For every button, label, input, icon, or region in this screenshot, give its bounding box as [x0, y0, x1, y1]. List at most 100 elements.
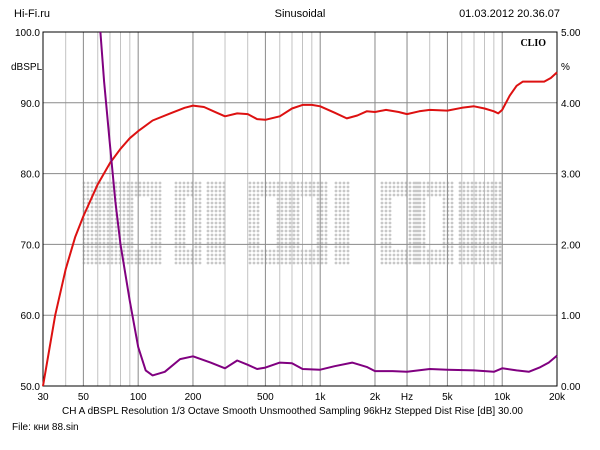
watermark-dot	[380, 205, 384, 209]
watermark-dot	[198, 249, 202, 253]
watermark-dot	[408, 189, 412, 193]
watermark-dot	[462, 181, 466, 185]
watermark-dot	[388, 237, 392, 241]
watermark-dot	[498, 185, 502, 189]
watermark-dot	[276, 261, 280, 265]
watermark-dot	[182, 257, 186, 261]
watermark-dot	[182, 193, 186, 197]
watermark-dot	[154, 193, 158, 197]
watermark-dot	[94, 233, 98, 237]
watermark-dot	[206, 233, 210, 237]
watermark-dot	[198, 201, 202, 205]
watermark-dot	[458, 229, 462, 233]
watermark-dot	[256, 229, 260, 233]
watermark-dot	[396, 185, 400, 189]
watermark-dot	[478, 205, 482, 209]
watermark-dot	[462, 249, 466, 253]
watermark-dot	[194, 181, 198, 185]
watermark-dot	[498, 201, 502, 205]
watermark-dot	[388, 241, 392, 245]
header-left-title: Hi-Fi.ru	[14, 8, 51, 20]
watermark-dot	[292, 193, 296, 197]
watermark-dot	[490, 257, 494, 261]
watermark-dot	[408, 217, 412, 221]
watermark-dot	[334, 233, 338, 237]
watermark-dot	[252, 189, 256, 193]
watermark-dot	[86, 189, 90, 193]
watermark-dot	[450, 229, 454, 233]
watermark-dot	[392, 189, 396, 193]
watermark-dot	[218, 217, 222, 221]
watermark-dot	[292, 181, 296, 185]
watermark-dot	[388, 221, 392, 225]
watermark-dot	[408, 237, 412, 241]
watermark-dot	[284, 249, 288, 253]
watermark-dot	[296, 213, 300, 217]
watermark-dot	[494, 253, 498, 257]
watermark-dot	[296, 225, 300, 229]
watermark-dot	[422, 257, 426, 261]
watermark-dot	[342, 241, 346, 245]
watermark-dot	[206, 225, 210, 229]
watermark-dot	[150, 197, 154, 201]
watermark-dot	[110, 229, 114, 233]
watermark-dot	[478, 193, 482, 197]
watermark-dot	[280, 213, 284, 217]
y-left-tick-label: 80.0	[21, 170, 41, 181]
watermark-dot	[414, 237, 418, 241]
watermark-dot	[498, 209, 502, 213]
watermark-dot	[450, 233, 454, 237]
watermark-dot	[284, 233, 288, 237]
watermark-dot	[422, 213, 426, 217]
watermark-dot	[396, 257, 400, 261]
watermark-dot	[280, 237, 284, 241]
watermark-dot	[316, 213, 320, 217]
watermark-dot	[280, 189, 284, 193]
watermark-dot	[110, 189, 114, 193]
watermark-dot	[248, 217, 252, 221]
watermark-dot	[206, 241, 210, 245]
watermark-dot	[86, 197, 90, 201]
watermark-dot	[252, 237, 256, 241]
watermark-dot	[474, 249, 478, 253]
watermark-dot	[288, 181, 292, 185]
watermark-dot	[408, 245, 412, 249]
watermark-dot	[126, 229, 130, 233]
watermark-dot	[214, 209, 218, 213]
watermark-dot	[94, 229, 98, 233]
watermark-dot	[442, 233, 446, 237]
watermark-dot	[316, 197, 320, 201]
watermark-dot	[174, 217, 178, 221]
watermark-dot	[178, 197, 182, 201]
watermark-dot	[316, 245, 320, 249]
watermark-dot	[142, 261, 146, 265]
watermark-dot	[194, 217, 198, 221]
watermark-dot	[288, 221, 292, 225]
watermark-dot	[280, 261, 284, 265]
watermark-dot	[292, 241, 296, 245]
watermark-dot	[442, 205, 446, 209]
watermark-dot	[442, 209, 446, 213]
watermark-dot	[158, 249, 162, 253]
watermark-dot	[130, 193, 134, 197]
watermark-dot	[130, 189, 134, 193]
watermark-dot	[324, 201, 328, 205]
watermark-dot	[194, 249, 198, 253]
watermark-dot	[324, 205, 328, 209]
watermark-dot	[130, 229, 134, 233]
watermark-dot	[218, 261, 222, 265]
watermark-dot	[498, 245, 502, 249]
watermark-dot	[334, 193, 338, 197]
watermark-dot	[118, 261, 122, 265]
watermark-dot	[288, 233, 292, 237]
watermark-dot	[380, 233, 384, 237]
watermark-dot	[422, 261, 426, 265]
watermark-dot	[490, 225, 494, 229]
y-left-tick-label: 70.0	[21, 240, 41, 251]
watermark-dot	[458, 213, 462, 217]
watermark-dot	[198, 225, 202, 229]
watermark-dot	[338, 185, 342, 189]
watermark-dot	[248, 213, 252, 217]
watermark-dot	[408, 229, 412, 233]
